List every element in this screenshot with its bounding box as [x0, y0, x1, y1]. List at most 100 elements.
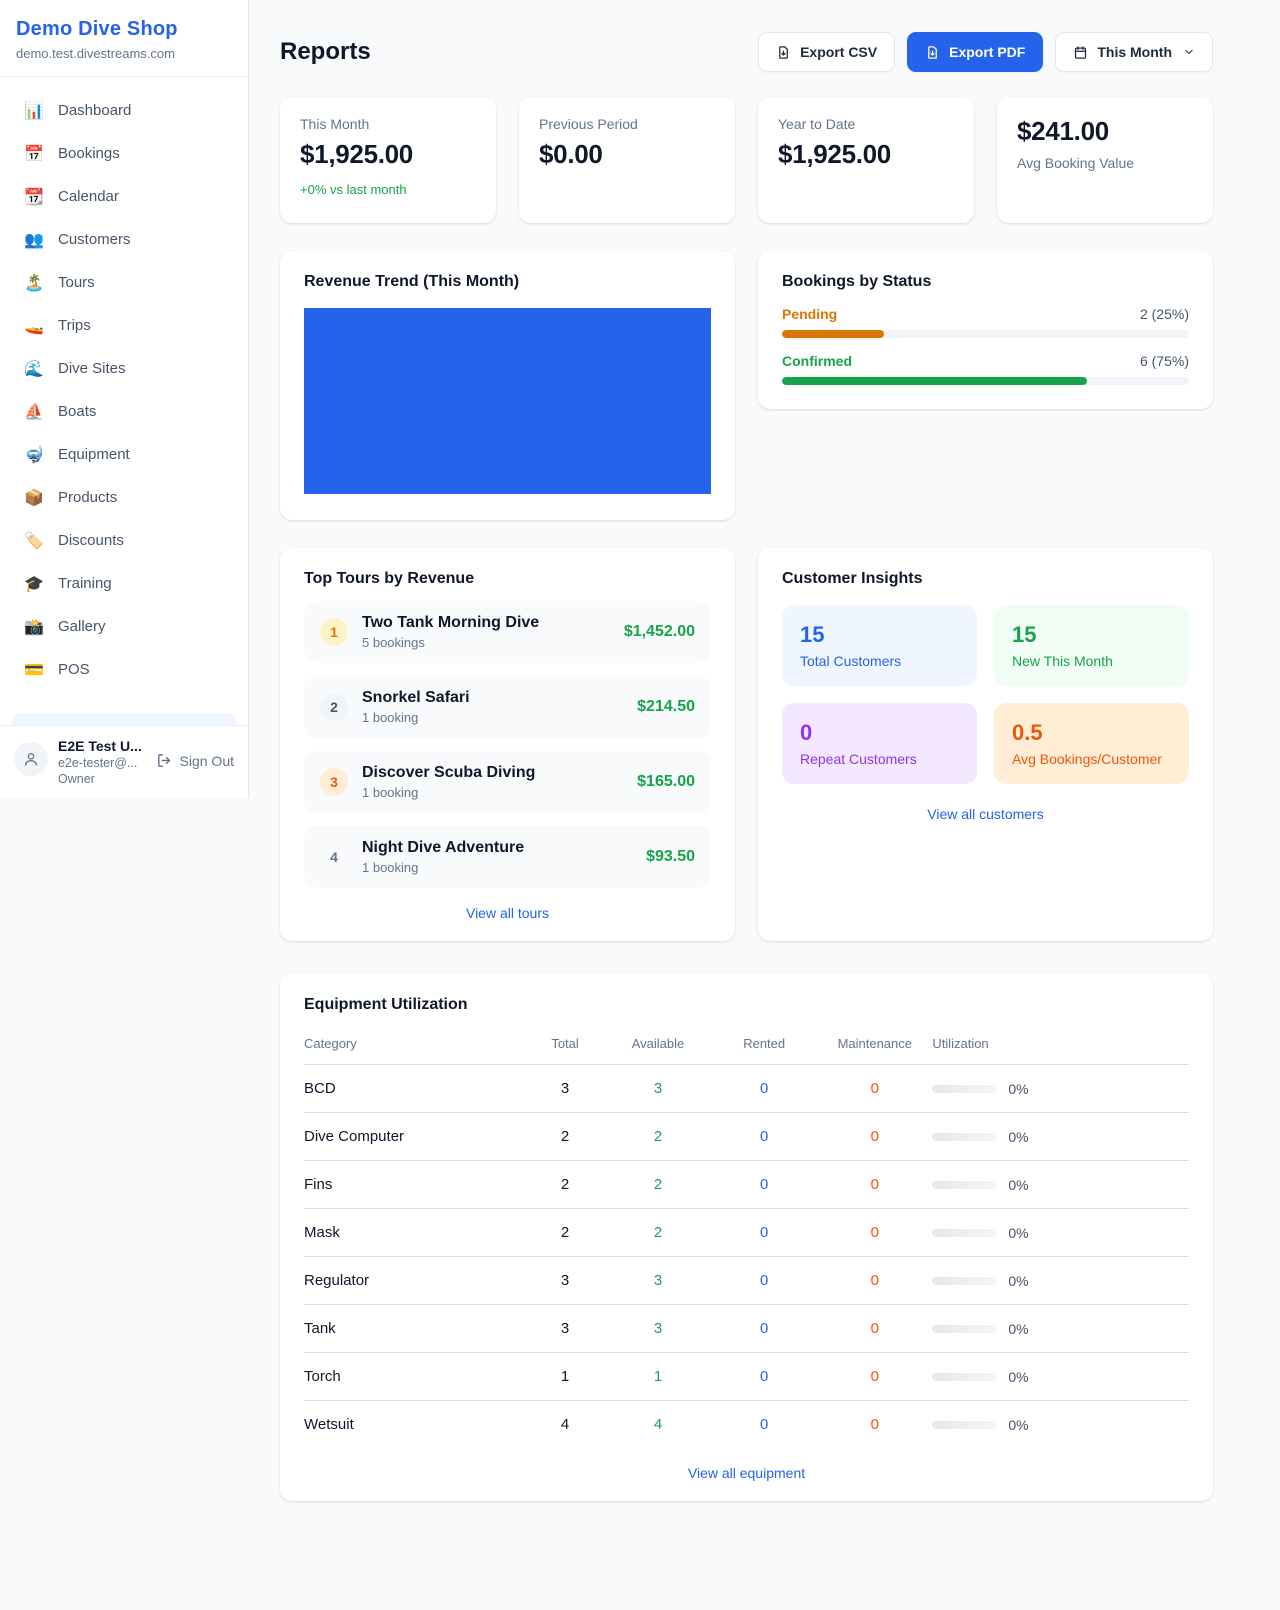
sidebar-item-label: Customers	[58, 231, 131, 248]
sidebar-item-gallery[interactable]: 📸 Gallery	[12, 605, 236, 648]
insights-row: Top Tours by Revenue 1 Two Tank Morning …	[280, 548, 1213, 941]
export-pdf-button[interactable]: Export PDF	[907, 32, 1044, 72]
period-dropdown[interactable]: This Month	[1055, 32, 1213, 72]
status-label: Pending	[782, 306, 838, 322]
user-section: E2E Test U... e2e-tester@... Owner Sign …	[0, 725, 248, 798]
sidebar-item-bookings[interactable]: 📅 Bookings	[12, 132, 236, 175]
cell-maintenance: 0	[817, 1352, 933, 1401]
sidebar-item-label: Discounts	[58, 532, 124, 549]
sidebar-item-label: Gallery	[58, 618, 106, 635]
insight-number: 15	[800, 622, 825, 647]
tour-row: 4 Night Dive Adventure 1 booking $93.50	[304, 826, 711, 888]
top-tours-card: Top Tours by Revenue 1 Two Tank Morning …	[280, 548, 735, 941]
stat-label: Year to Date	[778, 116, 856, 132]
view-all-customers-link[interactable]: View all customers	[927, 806, 1044, 822]
sidebar-item-reports-active[interactable]	[12, 713, 236, 725]
cell-maintenance: 0	[817, 1160, 933, 1209]
header-actions: Export CSV Export PDF This Month	[758, 32, 1213, 72]
view-all-tours-link[interactable]: View all tours	[465, 905, 549, 921]
charts-row: Revenue Trend (This Month) Bookings by S…	[280, 251, 1213, 520]
utilization-bar	[932, 1228, 997, 1237]
table-row: Fins 2 2 0 0 0%	[304, 1160, 1189, 1209]
gallery-icon: 📸	[24, 616, 44, 636]
cell-utilization: 0%	[932, 1256, 1189, 1305]
cell-available: 3	[604, 1304, 712, 1353]
stat-delta: +0% vs last month	[300, 182, 407, 197]
table-row: BCD 3 3 0 0 0%	[304, 1064, 1189, 1113]
products-icon: 📦	[24, 487, 44, 507]
insight-tile-new-this-month: 15 New This Month	[994, 605, 1189, 686]
insight-number: 15	[1012, 622, 1037, 647]
tours-icon: 🏝️	[24, 272, 44, 292]
sidebar-item-pos[interactable]: 💳 POS	[12, 648, 236, 691]
cell-category: Fins	[304, 1160, 526, 1209]
sign-out-label: Sign Out	[179, 752, 234, 769]
sign-out-button[interactable]: Sign Out	[156, 752, 234, 769]
rank-badge: 3	[320, 768, 348, 796]
cell-rented: 0	[711, 1064, 818, 1113]
bookings-by-status-card: Bookings by Status Pending 2 (25%) Confi…	[758, 251, 1213, 409]
utilization-bar	[932, 1324, 997, 1333]
sidebar-item-products[interactable]: 📦 Products	[12, 476, 236, 519]
cell-available: 1	[604, 1352, 712, 1401]
sidebar-item-customers[interactable]: 👥 Customers	[12, 218, 236, 261]
cell-rented: 0	[760, 1416, 769, 1433]
utilization-percent: 0%	[1008, 1080, 1029, 1097]
export-csv-button[interactable]: Export CSV	[758, 32, 896, 72]
avatar	[14, 742, 48, 776]
utilization-bar	[932, 1084, 997, 1093]
status-row-pending: Pending 2 (25%)	[782, 306, 1189, 338]
table-header-row: Category Total Available Rented Maintena…	[304, 1024, 1189, 1065]
sidebar-item-calendar[interactable]: 📆 Calendar	[12, 175, 236, 218]
insight-tile-avg-bookings: 0.5 Avg Bookings/Customer	[994, 703, 1189, 784]
stat-card-this-month: This Month $1,925.00 +0% vs last month	[280, 97, 496, 223]
sidebar-item-dashboard[interactable]: 📊 Dashboard	[12, 89, 236, 132]
bookings-by-status-title: Bookings by Status	[782, 273, 932, 290]
tour-name: Night Dive Adventure	[362, 839, 525, 856]
equipment-utilization-title: Equipment Utilization	[304, 996, 468, 1013]
utilization-percent: 0%	[1008, 1128, 1029, 1145]
main-content: Reports Export CSV Export PDF This Month…	[280, 0, 1213, 1501]
tour-bookings: 5 bookings	[362, 635, 425, 650]
page-title: Reports	[280, 38, 371, 65]
sidebar-item-tours[interactable]: 🏝️ Tours	[12, 261, 236, 304]
sidebar-item-label: Products	[58, 489, 118, 506]
cell-total: 2	[525, 1208, 605, 1257]
utilization-bar	[932, 1180, 997, 1189]
tour-name: Two Tank Morning Dive	[362, 614, 540, 631]
stat-value: $0.00	[539, 139, 603, 169]
tour-revenue: $1,452.00	[623, 623, 695, 640]
cell-total: 2	[525, 1112, 605, 1161]
tour-bookings: 1 booking	[362, 710, 419, 725]
table-row: Tank 3 3 0 0 0%	[304, 1304, 1189, 1353]
equipment-utilization-card: Equipment Utilization Category Total Ava…	[280, 973, 1213, 1501]
cell-category: Torch	[304, 1352, 526, 1401]
tour-row: 1 Two Tank Morning Dive 5 bookings $1,45…	[304, 601, 711, 663]
sidebar-item-training[interactable]: 🎓 Training	[12, 562, 236, 605]
sidebar: Demo Dive Shop demo.test.divestreams.com…	[0, 0, 249, 798]
top-tours-title: Top Tours by Revenue	[304, 570, 475, 587]
stat-value: $1,925.00	[300, 139, 413, 169]
stat-card-year-to-date: Year to Date $1,925.00	[758, 97, 974, 223]
view-all-equipment-link[interactable]: View all equipment	[687, 1465, 806, 1481]
utilization-percent: 0%	[1008, 1368, 1029, 1385]
sidebar-item-trips[interactable]: 🚤 Trips	[12, 304, 236, 347]
sidebar-item-discounts[interactable]: 🏷️ Discounts	[12, 519, 236, 562]
insight-label: Avg Bookings/Customer	[1012, 751, 1162, 767]
status-count: 2 (25%)	[1139, 306, 1189, 322]
chevron-down-icon	[1185, 49, 1193, 55]
utilization-bar	[932, 1132, 997, 1141]
cell-utilization: 0%	[932, 1064, 1189, 1113]
utilization-percent: 0%	[1008, 1272, 1029, 1289]
sidebar-item-boats[interactable]: ⛵ Boats	[12, 390, 236, 433]
status-count: 6 (75%)	[1139, 353, 1189, 369]
sidebar-item-equipment[interactable]: 🤿 Equipment	[12, 433, 236, 476]
cell-available: 2	[604, 1112, 712, 1161]
export-pdf-label: Export PDF	[949, 44, 1026, 60]
tour-name: Discover Scuba Diving	[362, 764, 536, 781]
cell-rented: 0	[711, 1112, 818, 1161]
cell-utilization: 0%	[932, 1304, 1189, 1353]
sidebar-item-dive-sites[interactable]: 🌊 Dive Sites	[12, 347, 236, 390]
sidebar-item-label: Training	[58, 575, 112, 592]
cell-total: 4	[560, 1416, 570, 1433]
